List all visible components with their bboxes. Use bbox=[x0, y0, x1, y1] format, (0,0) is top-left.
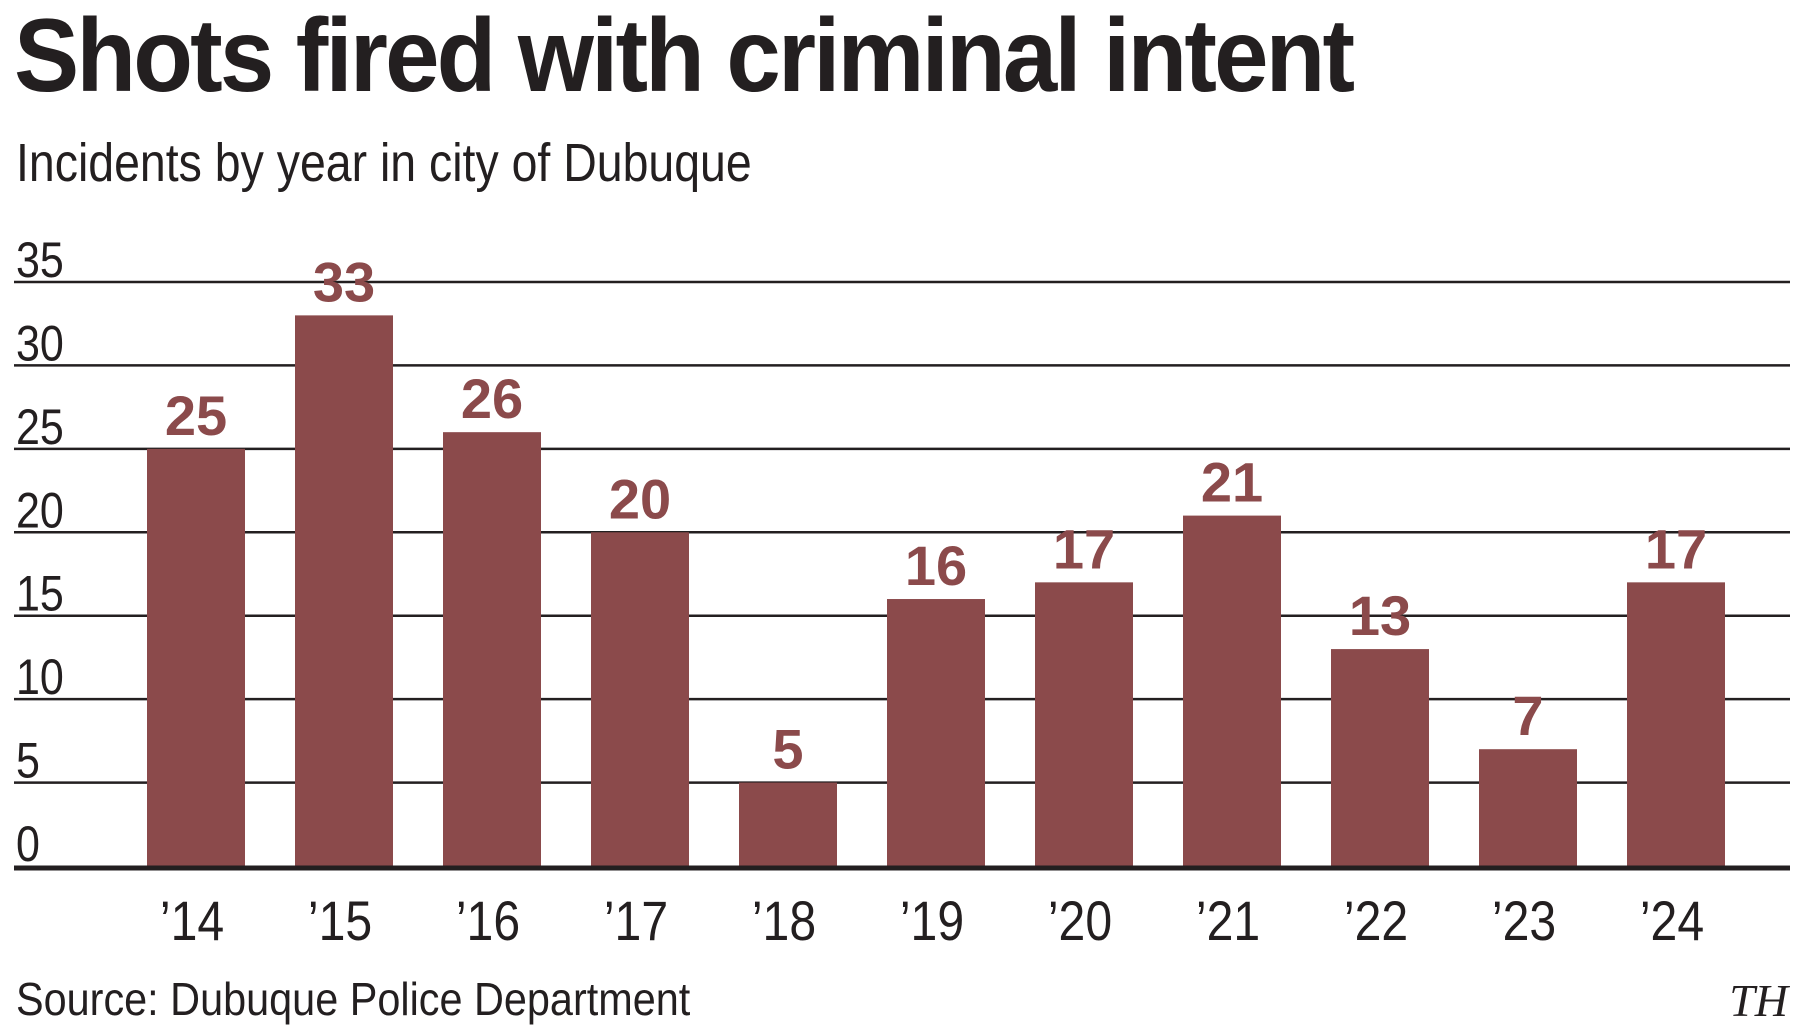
bar bbox=[295, 315, 393, 866]
y-tick-label: 0 bbox=[16, 816, 40, 872]
data-label: 21 bbox=[1201, 451, 1263, 514]
x-tick-label: ’22 bbox=[1344, 891, 1408, 953]
bar bbox=[443, 432, 541, 866]
bar bbox=[591, 532, 689, 866]
x-tick-label: ’20 bbox=[1048, 891, 1112, 953]
chart-title: Shots fired with criminal intent bbox=[14, 0, 1355, 114]
x-tick-label: ’19 bbox=[900, 891, 964, 953]
source-note: Source: Dubuque Police Department bbox=[16, 973, 691, 1025]
y-tick-label: 30 bbox=[16, 315, 64, 371]
y-tick-label: 35 bbox=[16, 232, 64, 288]
data-label: 25 bbox=[165, 384, 227, 447]
x-tick-label: ’15 bbox=[308, 891, 372, 953]
bar bbox=[887, 599, 985, 866]
data-label: 7 bbox=[1512, 684, 1543, 747]
bar bbox=[1627, 582, 1725, 866]
x-tick-label: ’21 bbox=[1196, 891, 1260, 953]
bar bbox=[739, 782, 837, 866]
bar bbox=[1479, 749, 1577, 866]
x-tick-label: ’14 bbox=[160, 891, 224, 953]
bar bbox=[147, 448, 245, 866]
data-label: 20 bbox=[609, 467, 671, 530]
y-tick-label: 20 bbox=[16, 482, 64, 538]
publisher-credit: TH bbox=[1729, 975, 1788, 1026]
x-tick-label: ’17 bbox=[604, 891, 668, 953]
y-tick-label: 5 bbox=[16, 733, 40, 789]
data-label: 17 bbox=[1645, 517, 1707, 580]
bar bbox=[1183, 515, 1281, 866]
data-label: 33 bbox=[313, 250, 375, 313]
y-tick-label: 25 bbox=[16, 399, 64, 455]
data-label: 5 bbox=[772, 718, 803, 781]
x-tick-label: ’16 bbox=[456, 891, 520, 953]
x-tick-label: ’24 bbox=[1640, 891, 1704, 953]
y-tick-label: 15 bbox=[16, 566, 64, 622]
x-tick-label: ’18 bbox=[752, 891, 816, 953]
data-label: 26 bbox=[461, 367, 523, 430]
chart-subtitle: Incidents by year in city of Dubuque bbox=[16, 133, 752, 193]
bar bbox=[1331, 649, 1429, 866]
x-tick-label: ’23 bbox=[1492, 891, 1556, 953]
data-label: 17 bbox=[1053, 517, 1115, 580]
data-label: 16 bbox=[905, 534, 967, 597]
data-label: 13 bbox=[1349, 584, 1411, 647]
y-tick-label: 10 bbox=[16, 649, 64, 705]
bar bbox=[1035, 582, 1133, 866]
